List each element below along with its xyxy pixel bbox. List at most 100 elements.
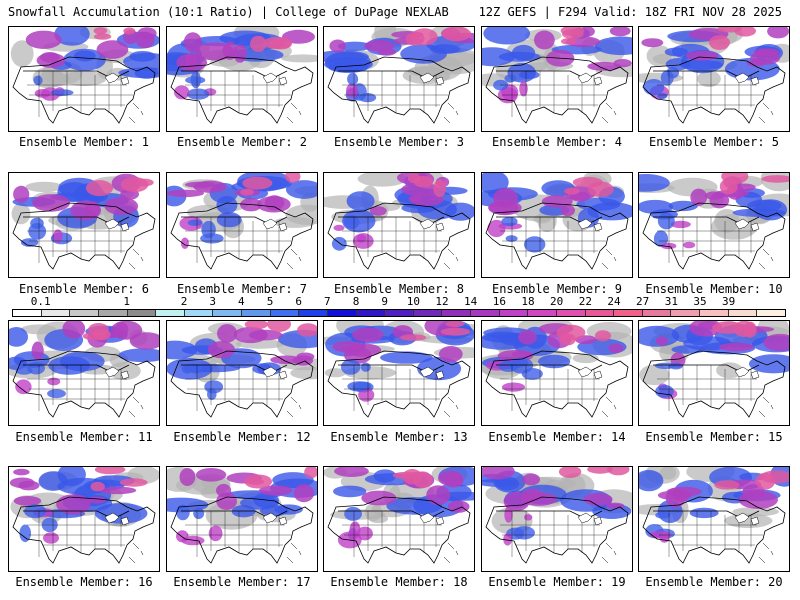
colorbar-cell (127, 310, 157, 316)
colorbar-tick-label: 6 (295, 295, 302, 308)
ensemble-member-label: Ensemble Member: 4 (491, 135, 623, 149)
colorbar-tick-label: 31 (664, 295, 678, 308)
snowfall-field (324, 27, 474, 103)
colorbar-cell (499, 310, 529, 316)
colorbar-cell (442, 310, 471, 316)
colorbar-cell (614, 310, 643, 316)
colorbar-cell (757, 310, 785, 316)
colorbar-cell (270, 310, 300, 316)
ensemble-member-label: Ensemble Member: 7 (176, 282, 308, 296)
colorbar-tick-label: 12 (435, 295, 449, 308)
ensemble-member-label: Ensemble Member: 13 (330, 430, 468, 444)
ensemble-member-map (166, 26, 318, 132)
snowfall-field (324, 321, 474, 402)
ensemble-member-map (481, 26, 633, 132)
colorbar-cell (471, 310, 500, 316)
ensemble-member-map (166, 320, 318, 426)
header-title: Snowfall Accumulation (10:1 Ratio) | Col… (8, 5, 449, 19)
colorbar-cell (671, 310, 700, 316)
colorbar-cell (556, 310, 586, 316)
ensemble-member-map (323, 320, 475, 426)
snowfall-colorbar (12, 309, 786, 317)
colorbar-cell (41, 310, 71, 316)
ensemble-member-map (638, 26, 790, 132)
ensemble-member-map (166, 466, 318, 572)
colorbar-cell (413, 310, 443, 316)
ensemble-member-label: Ensemble Member: 3 (333, 135, 465, 149)
ensemble-member-label: Ensemble Member: 1 (18, 135, 150, 149)
colorbar-tick-label: 10 (406, 295, 420, 308)
ensemble-member-map (481, 466, 633, 572)
colorbar-cell (528, 310, 557, 316)
colorbar-tick-label: 0.1 (30, 295, 51, 308)
colorbar-tick-label: 18 (521, 295, 535, 308)
ensemble-member-map (8, 320, 160, 426)
ensemble-member-map (323, 26, 475, 132)
ensemble-member-map (481, 172, 633, 278)
ensemble-member-label: Ensemble Member: 12 (173, 430, 311, 444)
colorbar-cell (327, 310, 357, 316)
snowfall-field (324, 467, 474, 549)
ensemble-member-label: Ensemble Member: 8 (333, 282, 465, 296)
header-valid-time: 12Z GEFS | F294 Valid: 18Z FRI NOV 28 20… (478, 5, 782, 19)
ensemble-member-map (8, 26, 160, 132)
colorbar-tick-label: 14 (464, 295, 478, 308)
colorbar-tick-label: 24 (607, 295, 621, 308)
colorbar-cell (356, 310, 386, 316)
colorbar-tick-label: 27 (636, 295, 650, 308)
colorbar-tick-label: 35 (693, 295, 707, 308)
ensemble-member-label: Ensemble Member: 15 (645, 430, 783, 444)
colorbar-cell (98, 310, 128, 316)
ensemble-member-map (638, 172, 790, 278)
ensemble-member-map (481, 320, 633, 426)
colorbar-tick-label: 7 (324, 295, 331, 308)
ensemble-member-label: Ensemble Member: 16 (15, 575, 153, 589)
colorbar-tick-label: 20 (550, 295, 564, 308)
colorbar-cell (385, 310, 414, 316)
snowfall-field (11, 173, 154, 247)
colorbar-tick-label: 39 (722, 295, 736, 308)
colorbar-tick-label: 5 (266, 295, 274, 308)
colorbar-cell (70, 310, 99, 316)
colorbar-cell (642, 310, 672, 316)
colorbar-cell (728, 310, 758, 316)
ensemble-member-label: Ensemble Member: 20 (645, 575, 783, 589)
snowfall-field (639, 321, 789, 400)
ensemble-member-map (638, 320, 790, 426)
colorbar-tick-label: 3 (209, 295, 216, 308)
ensemble-member-label: Ensemble Member: 14 (488, 430, 626, 444)
colorbar-tick-label: 2 (180, 295, 188, 308)
snowfall-field (482, 467, 632, 546)
colorbar-tick-label: 1 (123, 295, 130, 308)
colorbar-tick-label: 22 (578, 295, 592, 308)
ensemble-member-map (166, 172, 318, 278)
ensemble-member-label: Ensemble Member: 5 (648, 135, 780, 149)
ensemble-member-label: Ensemble Member: 6 (18, 282, 150, 296)
colorbar-cell (242, 310, 271, 316)
ensemble-member-map (8, 466, 160, 572)
ensemble-member-map (323, 466, 475, 572)
ensemble-member-label: Ensemble Member: 11 (15, 430, 153, 444)
ensemble-member-map (638, 466, 790, 572)
colorbar-tick-label: 8 (352, 295, 360, 308)
colorbar-cell (213, 310, 242, 316)
ensemble-member-label: Ensemble Member: 10 (645, 282, 783, 296)
ensemble-member-label: Ensemble Member: 17 (173, 575, 311, 589)
colorbar-cell (13, 310, 42, 316)
colorbar-tick-label: 16 (492, 295, 506, 308)
ensemble-member-label: Ensemble Member: 18 (330, 575, 468, 589)
colorbar-cell (700, 310, 729, 316)
colorbar-tick-label: 9 (381, 295, 388, 308)
snowfall-field (324, 173, 474, 251)
snowfall-field (639, 27, 789, 100)
ensemble-member-label: Ensemble Member: 19 (488, 575, 626, 589)
colorbar-cell (184, 310, 214, 316)
colorbar-cell (585, 310, 615, 316)
colorbar-tick-label: 4 (238, 295, 245, 308)
ensemble-member-map (8, 172, 160, 278)
ensemble-member-map (323, 172, 475, 278)
ensemble-member-label: Ensemble Member: 9 (491, 282, 623, 296)
ensemble-member-label: Ensemble Member: 2 (176, 135, 308, 149)
colorbar-cell (156, 310, 185, 316)
colorbar-cell (299, 310, 328, 316)
